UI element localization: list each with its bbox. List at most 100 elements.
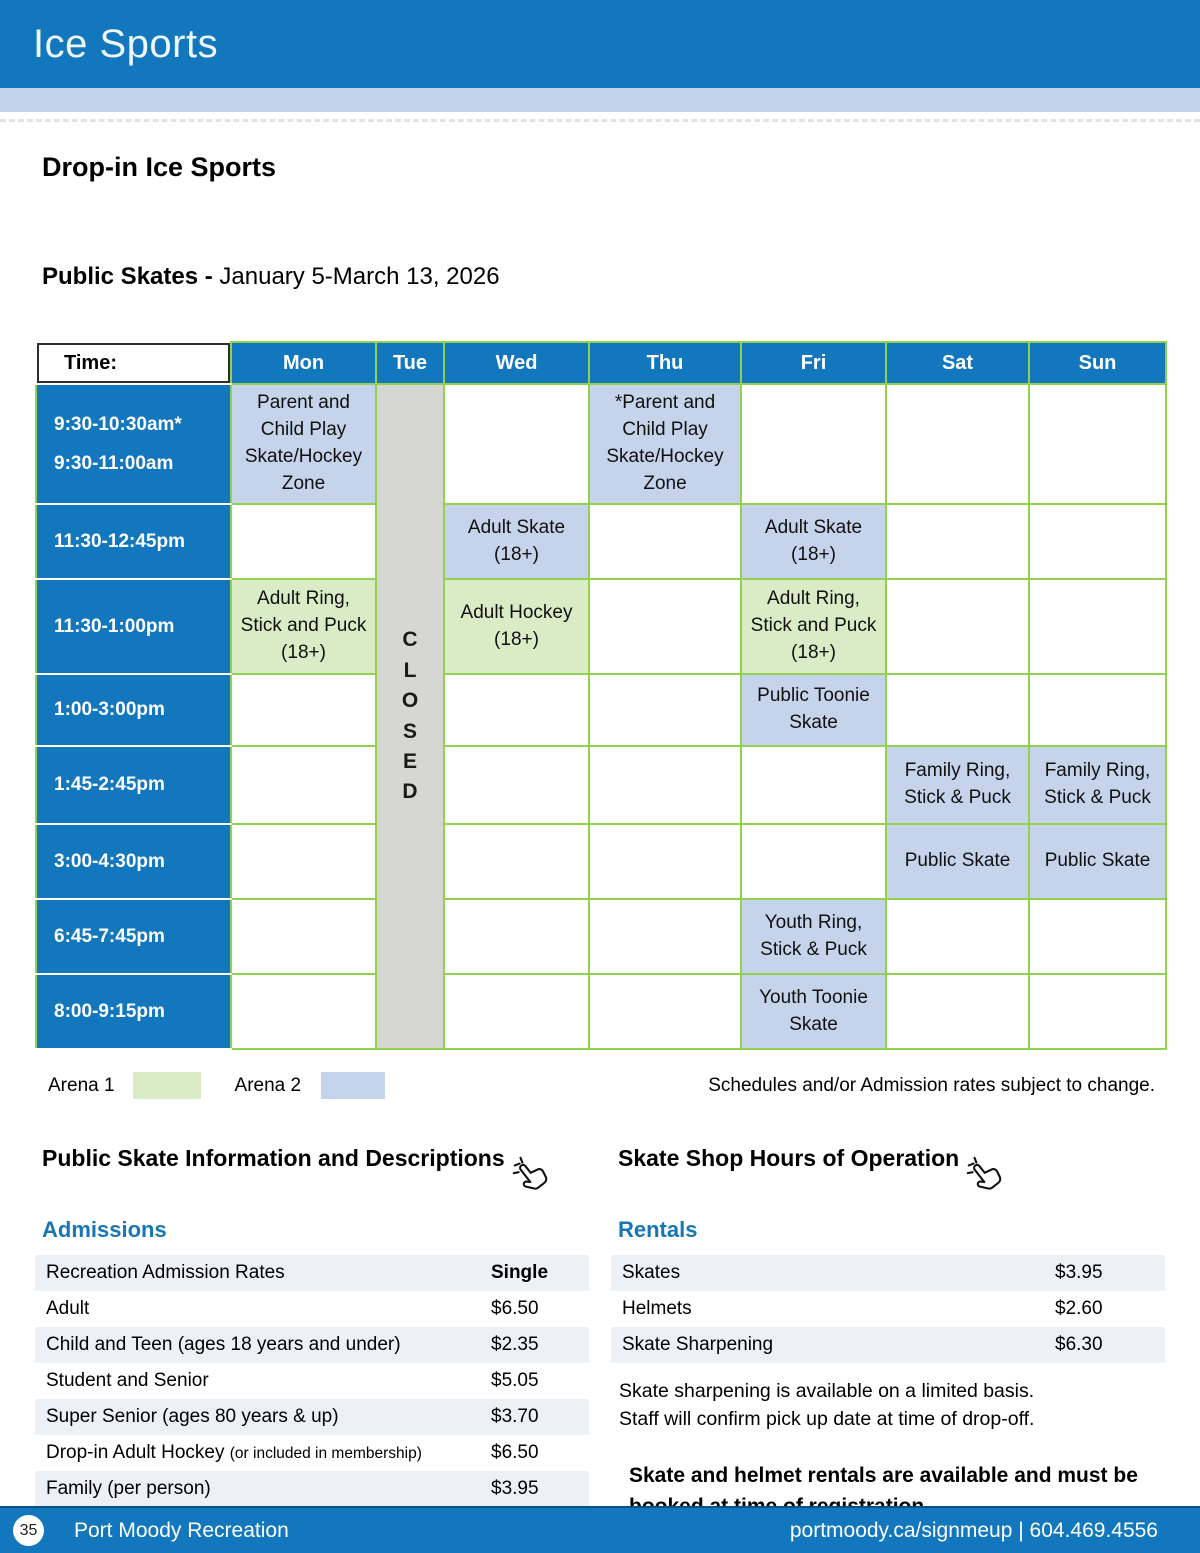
schedule-cell-empty	[443, 823, 590, 900]
rate-label: Adult	[46, 1298, 90, 1319]
schedule-row: 1:00-3:00pm Public Toonie Skate	[35, 673, 1167, 747]
schedule-cell-fri: Public Toonie Skate	[740, 673, 887, 747]
schedule-row: 9:30-10:30am* 9:30-11:00am Parent and Ch…	[35, 383, 1167, 1050]
schedule-cell-fri: Adult Skate (18+)	[740, 503, 887, 580]
rentals-row: Skate Sharpening $6.30	[611, 1327, 1165, 1363]
rate-price: $2.60	[1055, 1298, 1103, 1319]
click-hand-icon[interactable]	[963, 1153, 1009, 1199]
schedule-cell-sat: Family Ring, Stick & Puck	[885, 745, 1030, 825]
closed-label: C L O S E D	[401, 628, 419, 804]
schedule-row: 1:45-2:45pm Family Ring, Stick & Puck Fa…	[35, 745, 1167, 825]
schedule-cell-empty	[1028, 898, 1167, 975]
rate-price: $5.05	[491, 1370, 539, 1391]
arena1-swatch	[132, 1072, 201, 1099]
time-label: 11:30-1:00pm	[54, 615, 175, 637]
admissions-header-price: Single	[491, 1262, 549, 1283]
skate-shop-column: Skate Shop Hours of Operation Rentals Sk…	[611, 1145, 1165, 1523]
time-label: 3:00-4:30pm	[54, 850, 165, 872]
day-header-mon: Mon	[230, 341, 377, 385]
schedule-cell-empty	[885, 973, 1030, 1050]
admissions-table: Recreation Admission Rates Single Adult …	[35, 1255, 589, 1507]
schedule-cell-empty	[740, 383, 887, 505]
schedule-heading-title: Public Skates -	[42, 263, 220, 290]
time-cell: 1:45-2:45pm	[35, 745, 232, 825]
time-label: 6:45-7:45pm	[54, 925, 165, 947]
schedule-row: 6:45-7:45pm Youth Ring, Stick & Puck	[35, 898, 1167, 975]
rate-price: $6.50	[491, 1298, 539, 1319]
page-title: Ice Sports	[33, 21, 219, 66]
arena2-label: Arena 2	[234, 1074, 302, 1096]
time-label: 1:45-2:45pm	[54, 774, 165, 795]
click-hand-icon[interactable]	[509, 1153, 555, 1199]
admissions-row: Drop-in Adult Hockey (or included in mem…	[35, 1435, 589, 1471]
schedule-cell-empty	[885, 503, 1030, 580]
admissions-row: Student and Senior $5.05	[35, 1363, 589, 1399]
admissions-header-label: Recreation Admission Rates	[46, 1262, 285, 1283]
footer-brand: Port Moody Recreation	[74, 1518, 289, 1542]
schedule-cell-empty	[230, 503, 377, 580]
schedule-cell-sat: Public Skate	[885, 823, 1030, 900]
schedule-cell-mon: Adult Ring, Stick and Puck (18+)	[230, 578, 377, 675]
rate-price: $6.50	[491, 1442, 539, 1463]
schedule-cell-sun: Family Ring, Stick & Puck	[1028, 745, 1167, 825]
schedule-cell-empty	[885, 898, 1030, 975]
rate-label: Skate Sharpening	[622, 1334, 774, 1355]
page-header-band: Ice Sports	[0, 0, 1200, 88]
schedule-cell-empty	[588, 578, 742, 675]
closed-column: C L O S E D	[375, 383, 445, 1050]
page-footer: 35 Port Moody Recreation portmoody.ca/si…	[0, 1506, 1200, 1553]
footer-contact[interactable]: portmoody.ca/signmeup | 604.469.4556	[789, 1518, 1158, 1542]
schedule-cell-sun: Public Skate	[1028, 823, 1167, 900]
admissions-row: Super Senior (ages 80 years & up) $3.70	[35, 1399, 589, 1435]
schedule-cell-fri: Youth Toonie Skate	[740, 973, 887, 1050]
rentals-heading: Rentals	[618, 1217, 698, 1242]
schedule-cell-empty	[230, 898, 377, 975]
rate-price: $3.95	[1055, 1262, 1103, 1283]
rate-label: Student and Senior	[46, 1370, 209, 1391]
schedule-cell-empty	[885, 383, 1030, 505]
time-label: 9:30-11:00am	[54, 452, 174, 474]
rate-label: Super Senior (ages 80 years & up)	[46, 1406, 339, 1427]
rentals-table: Skates $3.95 Helmets $2.60 Skate Sharpen…	[611, 1255, 1165, 1363]
time-label: 8:00-9:15pm	[54, 1000, 165, 1022]
public-skate-info-column: Public Skate Information and Description…	[35, 1145, 589, 1523]
skate-shop-hours-link[interactable]: Skate Shop Hours of Operation	[618, 1145, 960, 1171]
schedule-cell-empty	[885, 673, 1030, 747]
schedule-row: 8:00-9:15pm Youth Toonie Skate	[35, 973, 1167, 1050]
schedule-heading: Public Skates - January 5-March 13, 2026	[42, 263, 1200, 291]
time-cell: 11:30-12:45pm	[35, 503, 232, 580]
schedule-heading-dates: January 5-March 13, 2026	[219, 263, 500, 290]
schedule-cell-empty	[443, 383, 590, 505]
info-columns: Public Skate Information and Description…	[35, 1145, 1165, 1523]
time-column-header: Time:	[35, 341, 232, 385]
rentals-row: Skates $3.95	[611, 1255, 1165, 1291]
rate-price: $2.35	[491, 1334, 539, 1355]
day-header-wed: Wed	[443, 341, 590, 385]
admissions-heading: Admissions	[42, 1217, 167, 1242]
schedule-cell-empty	[1028, 503, 1167, 580]
rate-price: $3.70	[491, 1406, 539, 1427]
schedule-cell-wed: Adult Skate (18+)	[443, 503, 590, 580]
schedule-cell-empty	[230, 673, 377, 747]
schedule-row: 3:00-4:30pm Public Skate Public Skate	[35, 823, 1167, 900]
schedule-cell-empty	[588, 503, 742, 580]
page-number-badge: 35	[13, 1515, 44, 1546]
rate-price: $3.95	[491, 1478, 539, 1499]
arena1-label: Arena 1	[48, 1074, 115, 1096]
schedule-cell-empty	[588, 973, 742, 1050]
schedule-row: 11:30-1:00pm Adult Ring, Stick and Puck …	[35, 578, 1167, 675]
public-skate-info-link[interactable]: Public Skate Information and Description…	[42, 1145, 505, 1171]
admissions-row: Family (per person) $3.95	[35, 1471, 589, 1507]
day-header-tue: Tue	[375, 341, 445, 385]
time-cell: 9:30-10:30am* 9:30-11:00am	[35, 383, 232, 505]
schedule-cell-empty	[1028, 578, 1167, 675]
arena2-swatch	[321, 1072, 386, 1099]
time-cell: 6:45-7:45pm	[35, 898, 232, 975]
arena-legend: Arena 1 Arena 2 Schedules and/or Admissi…	[48, 1072, 1155, 1099]
schedule-cell-empty	[588, 673, 742, 747]
time-cell: 8:00-9:15pm	[35, 973, 232, 1050]
time-cell: 11:30-1:00pm	[35, 578, 232, 675]
time-label: 11:30-12:45pm	[54, 530, 185, 552]
rate-label: Child and Teen (ages 18 years and under)	[46, 1334, 401, 1355]
rate-label-note: (or included in membership)	[229, 1445, 422, 1462]
